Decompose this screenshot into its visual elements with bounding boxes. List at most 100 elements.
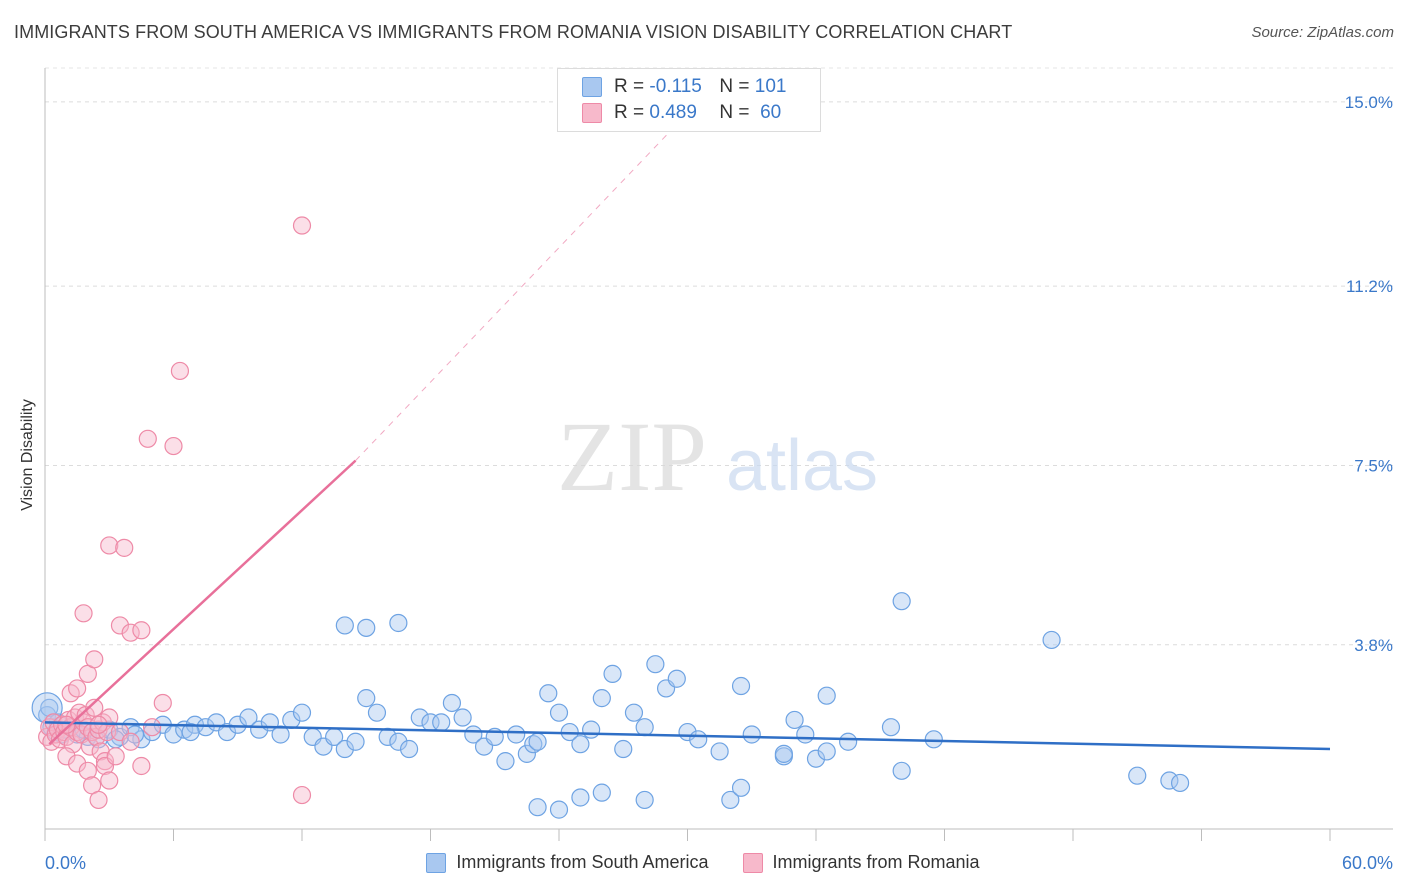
legend-swatch-south-america	[426, 852, 447, 873]
data-point	[496, 752, 515, 771]
data-point	[217, 722, 237, 742]
data-point	[106, 747, 125, 766]
data-point	[635, 718, 654, 737]
legend-item-south-america[interactable]: Immigrants from South America	[426, 852, 709, 873]
data-point	[774, 744, 793, 763]
data-point	[100, 708, 119, 727]
data-point	[357, 618, 376, 637]
data-point	[1128, 766, 1147, 785]
data-point	[667, 669, 686, 688]
data-point	[1042, 630, 1061, 650]
data-point	[57, 747, 76, 766]
data-point	[624, 703, 644, 722]
data-point	[153, 693, 172, 713]
data-point	[181, 722, 200, 742]
data-point	[100, 771, 119, 790]
stats-r-value: 0.489	[649, 102, 697, 123]
data-point	[892, 592, 911, 611]
trend-line-romania	[48, 459, 357, 746]
data-point	[250, 720, 269, 739]
watermark: ZIP atlas	[557, 401, 878, 512]
legend: Immigrants from South America Immigrants…	[0, 852, 1406, 873]
data-point	[731, 676, 751, 696]
data-point	[539, 684, 558, 703]
data-point	[292, 216, 312, 235]
data-point	[367, 703, 387, 722]
watermark-atlas: atlas	[726, 426, 878, 506]
data-point	[78, 761, 97, 780]
data-point	[689, 730, 708, 749]
data-point	[40, 698, 59, 717]
data-point	[549, 703, 569, 722]
stats-n-label: N =	[719, 76, 750, 97]
data-point	[582, 720, 601, 739]
data-point	[80, 737, 100, 756]
data-point	[614, 739, 633, 759]
data-point	[292, 785, 312, 805]
data-point	[68, 679, 87, 698]
grid-lines	[45, 67, 1393, 646]
axes	[44, 68, 1393, 841]
data-point	[335, 739, 354, 759]
data-point	[132, 621, 151, 640]
stats-r-value: -0.115	[649, 76, 702, 97]
stats-r-label: R =	[614, 76, 645, 97]
data-point	[571, 788, 590, 807]
data-point	[74, 604, 93, 623]
y-tick-label: 3.8%	[1354, 636, 1393, 655]
x-tick-labels: 0.0% 60.0%	[45, 853, 1393, 873]
stats-r-label: R =	[614, 102, 645, 123]
watermark-zip: ZIP	[557, 401, 707, 512]
data-point	[389, 732, 408, 751]
data-point	[164, 436, 183, 456]
data-point	[635, 790, 654, 810]
stats-n-label: N =	[719, 102, 750, 123]
trend-line-south-america	[44, 721, 1331, 751]
data-point	[170, 361, 190, 381]
data-point	[785, 710, 804, 730]
data-point	[592, 689, 611, 708]
data-point	[121, 623, 140, 642]
data-point	[507, 725, 526, 744]
stats-n-value: 60	[760, 102, 782, 123]
data-point	[115, 538, 134, 557]
legend-label-romania: Immigrants from Romania	[772, 852, 980, 872]
data-point	[399, 739, 419, 759]
data-point	[1170, 773, 1190, 793]
data-point	[85, 698, 104, 717]
data-point	[881, 718, 901, 737]
y-tick-label: 11.2%	[1346, 277, 1393, 296]
legend-item-romania[interactable]: Immigrants from Romania	[742, 852, 980, 873]
data-point	[603, 664, 622, 683]
data-point	[796, 725, 815, 744]
legend-swatch-romania	[742, 852, 763, 873]
data-point	[432, 713, 451, 732]
data-point	[142, 718, 162, 737]
stats-swatch-south-america	[582, 77, 602, 97]
data-point	[549, 800, 569, 819]
data-point	[1160, 771, 1179, 790]
data-point	[924, 730, 943, 749]
trend-lines	[44, 101, 1331, 751]
source-label: Source: ZipAtlas.com	[1251, 24, 1394, 41]
data-point	[646, 655, 665, 674]
data-point	[410, 708, 429, 727]
y-axis-label: Vision Disability	[19, 399, 36, 511]
data-point	[817, 742, 836, 761]
data-point	[528, 732, 547, 751]
data-point	[528, 798, 547, 817]
data-point	[742, 725, 761, 744]
data-point	[453, 708, 472, 727]
data-point	[335, 616, 354, 635]
data-point	[592, 783, 611, 802]
data-point	[89, 790, 108, 810]
data-point	[292, 703, 312, 722]
x-tick-label: 0.0%	[45, 853, 86, 873]
y-tick-label: 15.0%	[1345, 93, 1393, 112]
x-tick-label: 60.0%	[1342, 853, 1393, 873]
stats-row-south-america: R = -0.115 N = 101	[582, 74, 786, 100]
data-point	[806, 749, 826, 768]
data-point	[892, 761, 911, 780]
data-point	[839, 732, 858, 751]
